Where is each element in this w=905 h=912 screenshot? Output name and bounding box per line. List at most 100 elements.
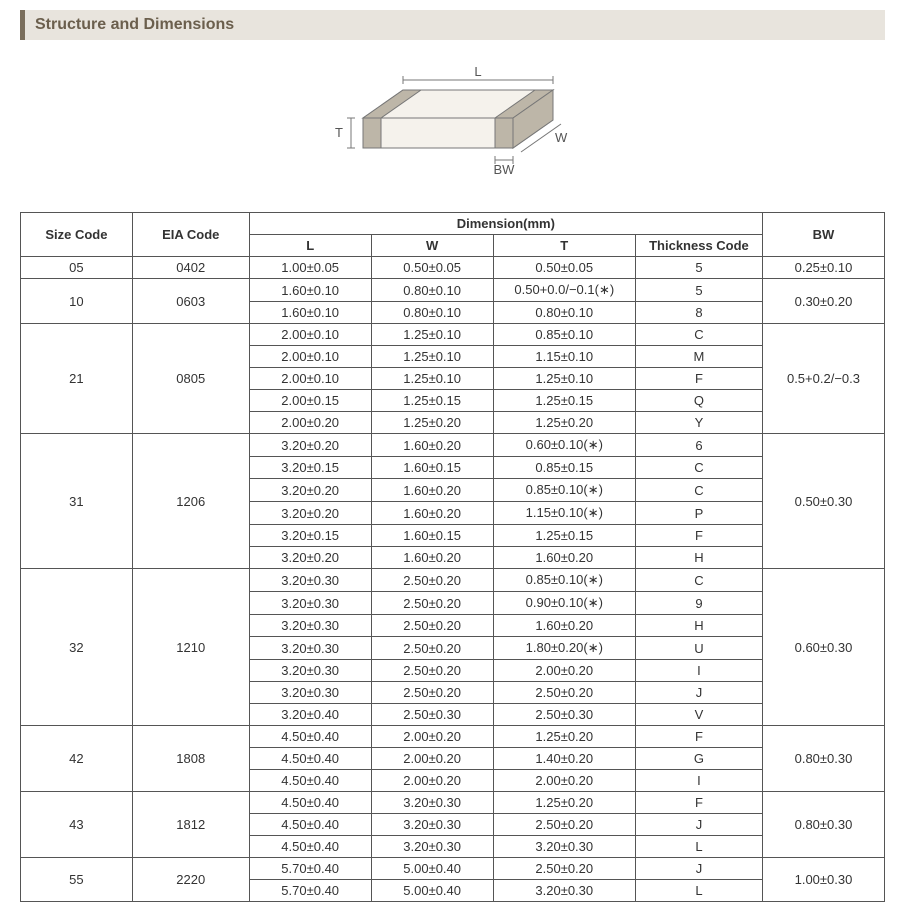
cell-value: 3.20±0.30 xyxy=(493,880,635,902)
column-header: EIA Code xyxy=(132,213,249,257)
cell-value: 2.50±0.20 xyxy=(371,615,493,637)
table-row: 1006031.60±0.100.80±0.100.50+0.0/−0.1(∗)… xyxy=(21,279,885,302)
cell-value: F xyxy=(635,726,762,748)
column-header: Dimension(mm) xyxy=(249,213,762,235)
cell-bw: 0.80±0.30 xyxy=(762,726,884,792)
cell-value: V xyxy=(635,704,762,726)
cell-value: 2.50±0.20 xyxy=(371,682,493,704)
cell-value: G xyxy=(635,748,762,770)
cell-value: 3.20±0.30 xyxy=(371,792,493,814)
cell-value: 9 xyxy=(635,592,762,615)
cell-value: 1.60±0.15 xyxy=(371,457,493,479)
cell-value: L xyxy=(635,880,762,902)
cell-value: 6 xyxy=(635,434,762,457)
cell-value: 3.20±0.15 xyxy=(249,525,371,547)
cell-value: 5.70±0.40 xyxy=(249,880,371,902)
cell-value: I xyxy=(635,770,762,792)
table-row: 5522205.70±0.405.00±0.402.50±0.20J1.00±0… xyxy=(21,858,885,880)
cell-value: 1.60±0.20 xyxy=(371,479,493,502)
cell-value: C xyxy=(635,569,762,592)
table-row: 3212103.20±0.302.50±0.200.85±0.10(∗)C0.6… xyxy=(21,569,885,592)
cell-value: C xyxy=(635,324,762,346)
cell-size-code: 43 xyxy=(21,792,133,858)
cell-bw: 0.60±0.30 xyxy=(762,569,884,726)
cell-value: 2.50±0.20 xyxy=(371,592,493,615)
cell-value: F xyxy=(635,792,762,814)
cell-value: 2.00±0.20 xyxy=(371,726,493,748)
cell-value: F xyxy=(635,525,762,547)
cell-value: 3.20±0.30 xyxy=(371,836,493,858)
cell-value: 4.50±0.40 xyxy=(249,836,371,858)
cell-value: 0.50+0.0/−0.1(∗) xyxy=(493,279,635,302)
cell-value: 1.60±0.10 xyxy=(249,302,371,324)
cell-value: 0.80±0.10 xyxy=(371,279,493,302)
cell-value: 1.60±0.15 xyxy=(371,525,493,547)
column-header: W xyxy=(371,235,493,257)
cell-value: J xyxy=(635,814,762,836)
column-header: Size Code xyxy=(21,213,133,257)
cell-value: 0.50±0.05 xyxy=(371,257,493,279)
cell-value: 1.15±0.10 xyxy=(493,346,635,368)
cell-value: 1.40±0.20 xyxy=(493,748,635,770)
cell-value: 2.00±0.10 xyxy=(249,346,371,368)
section-header: Structure and Dimensions xyxy=(20,10,885,40)
cell-value: 1.25±0.20 xyxy=(493,726,635,748)
table-row: 3112063.20±0.201.60±0.200.60±0.10(∗)60.5… xyxy=(21,434,885,457)
cell-value: 1.25±0.10 xyxy=(371,368,493,390)
cell-size-code: 31 xyxy=(21,434,133,569)
cell-value: 3.20±0.30 xyxy=(249,660,371,682)
cell-value: 3.20±0.20 xyxy=(249,479,371,502)
cell-value: 0.50±0.05 xyxy=(493,257,635,279)
cell-bw: 0.30±0.20 xyxy=(762,279,884,324)
cell-value: 3.20±0.30 xyxy=(249,569,371,592)
cell-value: 4.50±0.40 xyxy=(249,748,371,770)
cell-value: 1.60±0.20 xyxy=(371,547,493,569)
cell-value: Y xyxy=(635,412,762,434)
table-row: 4318124.50±0.403.20±0.301.25±0.20F0.80±0… xyxy=(21,792,885,814)
cell-size-code: 05 xyxy=(21,257,133,279)
cell-value: 1.25±0.20 xyxy=(493,412,635,434)
cell-value: 2.50±0.20 xyxy=(493,814,635,836)
cell-bw: 0.50±0.30 xyxy=(762,434,884,569)
cell-value: 2.00±0.10 xyxy=(249,368,371,390)
cell-value: 3.20±0.15 xyxy=(249,457,371,479)
cell-value: 2.50±0.20 xyxy=(371,660,493,682)
column-header: BW xyxy=(762,213,884,257)
cell-value: J xyxy=(635,682,762,704)
cell-value: 0.85±0.10(∗) xyxy=(493,479,635,502)
svg-text:T: T xyxy=(335,125,343,140)
cell-value: U xyxy=(635,637,762,660)
cell-value: 1.60±0.10 xyxy=(249,279,371,302)
cell-value: 3.20±0.30 xyxy=(249,615,371,637)
cell-value: 1.25±0.20 xyxy=(493,792,635,814)
cell-eia-code: 1808 xyxy=(132,726,249,792)
column-header: L xyxy=(249,235,371,257)
cell-value: 2.00±0.15 xyxy=(249,390,371,412)
cell-value: 3.20±0.40 xyxy=(249,704,371,726)
cell-value: 2.00±0.20 xyxy=(371,748,493,770)
cell-value: J xyxy=(635,858,762,880)
cell-value: 5.70±0.40 xyxy=(249,858,371,880)
cell-value: L xyxy=(635,836,762,858)
cell-value: 1.25±0.10 xyxy=(371,324,493,346)
svg-text:L: L xyxy=(474,64,481,79)
cell-value: 1.25±0.15 xyxy=(493,390,635,412)
section-title: Structure and Dimensions xyxy=(35,16,234,33)
cell-value: 1.15±0.10(∗) xyxy=(493,502,635,525)
cell-value: 2.50±0.20 xyxy=(371,637,493,660)
cell-value: 2.00±0.20 xyxy=(493,770,635,792)
cell-value: 8 xyxy=(635,302,762,324)
column-header: Thickness Code xyxy=(635,235,762,257)
cell-value: 1.25±0.15 xyxy=(371,390,493,412)
cell-value: 1.25±0.20 xyxy=(371,412,493,434)
cell-eia-code: 2220 xyxy=(132,858,249,902)
cell-eia-code: 1812 xyxy=(132,792,249,858)
cell-value: 3.20±0.20 xyxy=(249,547,371,569)
cell-value: 2.50±0.30 xyxy=(371,704,493,726)
cell-value: Q xyxy=(635,390,762,412)
cell-eia-code: 0805 xyxy=(132,324,249,434)
cell-value: 5.00±0.40 xyxy=(371,880,493,902)
cell-bw: 1.00±0.30 xyxy=(762,858,884,902)
cell-size-code: 42 xyxy=(21,726,133,792)
cell-value: P xyxy=(635,502,762,525)
